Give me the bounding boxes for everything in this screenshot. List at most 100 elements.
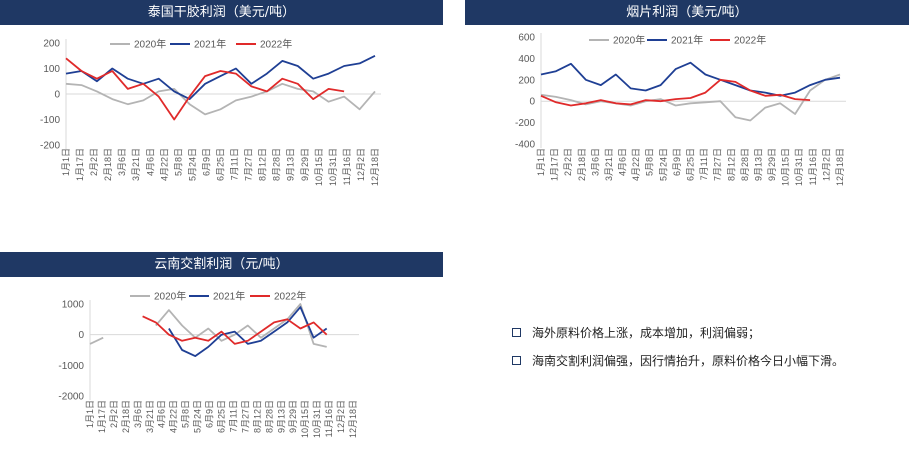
square-bullet-icon bbox=[512, 355, 521, 365]
series-line bbox=[540, 78, 811, 107]
x-tick-label: 11月16日 bbox=[324, 400, 334, 437]
x-tick-label: 4月22日 bbox=[169, 400, 179, 433]
x-tick-label: 1月1日 bbox=[85, 400, 95, 428]
x-tick-label: 10月31日 bbox=[794, 148, 804, 186]
series-line bbox=[142, 315, 328, 345]
legend-label: 2021年 bbox=[213, 290, 245, 303]
x-tick-label: 7月27日 bbox=[240, 400, 250, 433]
x-tick-label: 5月24日 bbox=[193, 400, 203, 433]
y-tick-label: -200 bbox=[515, 118, 535, 129]
y-tick-label: 600 bbox=[518, 33, 535, 44]
legend-label: 2022年 bbox=[260, 38, 292, 51]
x-tick-label: 6月25日 bbox=[217, 400, 227, 433]
square-bullet-icon bbox=[512, 327, 521, 337]
panel-title-thai: 泰国干胶利润（美元/吨） bbox=[0, 0, 443, 25]
legend-label: 2020年 bbox=[134, 38, 166, 51]
x-tick-label: 4月6日 bbox=[618, 148, 628, 176]
y-tick-label: 100 bbox=[43, 64, 60, 75]
panel-title-rss: 烟片利润（美元/吨） bbox=[465, 0, 909, 25]
x-tick-label: 10月15日 bbox=[781, 148, 791, 186]
rss-profit-chart: -400 -200 0 200 400 600 1月1日 1月17日 2月2日 2月18日 3月6日… bbox=[515, 33, 846, 186]
x-tick-label: 3月6日 bbox=[117, 148, 127, 176]
x-tick-label: 11月16日 bbox=[808, 148, 818, 185]
x-tick-label: 10月15日 bbox=[300, 400, 310, 438]
x-tick-label: 3月21日 bbox=[131, 148, 141, 181]
x-tick-label: 3月21日 bbox=[145, 400, 155, 433]
x-tick-label: 8月28日 bbox=[740, 148, 750, 181]
legend-label: 2021年 bbox=[194, 38, 226, 51]
x-tick-label: 4月6日 bbox=[145, 148, 155, 176]
legend-label: 2022年 bbox=[734, 34, 766, 47]
y-tick-label: -400 bbox=[515, 140, 535, 151]
x-tick-label: 2月2日 bbox=[563, 148, 573, 176]
series-line bbox=[89, 303, 327, 348]
x-tick-label: 1月17日 bbox=[97, 400, 107, 433]
x-tick-label: 9月13日 bbox=[753, 148, 763, 181]
series-line bbox=[65, 57, 345, 121]
x-tick-label: 1月1日 bbox=[536, 148, 546, 176]
y-tick-label: 0 bbox=[54, 90, 60, 101]
x-tick-label: 6月9日 bbox=[201, 148, 211, 176]
x-tick-label: 7月27日 bbox=[713, 148, 723, 181]
x-tick-label: 12月2日 bbox=[336, 400, 346, 433]
thai-profit-chart: -200 -100 0 100 200 1月1日 1月17日 2月2日 2月18日 3月6日 3月2… bbox=[40, 38, 381, 186]
note-item: 海南交割利润偏强，因行情抬升，原料价格今日小幅下滑。 bbox=[512, 346, 907, 374]
legend-label: 2022年 bbox=[274, 290, 306, 303]
x-tick-label: 8月28日 bbox=[264, 400, 274, 433]
note-text: 海南交割利润偏强，因行情抬升，原料价格今日小幅下滑。 bbox=[532, 353, 845, 368]
note-text: 海外原料价格上涨，成本增加，利润偏弱； bbox=[532, 325, 761, 340]
x-tick-label: 12月18日 bbox=[370, 148, 380, 186]
x-tick-label: 2月18日 bbox=[121, 400, 131, 433]
x-tick-label: 5月8日 bbox=[173, 148, 183, 176]
y-tick-label: 200 bbox=[518, 75, 535, 86]
panel-title-yunnan: 云南交割利润（元/吨） bbox=[0, 252, 443, 277]
y-tick-label: -2000 bbox=[58, 392, 84, 403]
x-tick-label: 7月11日 bbox=[228, 400, 238, 432]
note-item: 海外原料价格上涨，成本增加，利润偏弱； bbox=[512, 318, 907, 346]
x-tick-label: 4月22日 bbox=[631, 148, 641, 181]
x-tick-label: 4月6日 bbox=[157, 400, 167, 428]
x-tick-label: 12月18日 bbox=[835, 148, 845, 186]
x-tick-label: 2月2日 bbox=[109, 400, 119, 428]
x-tick-label: 6月9日 bbox=[205, 400, 215, 428]
x-tick-label: 11月16日 bbox=[342, 148, 352, 185]
y-tick-label: 1000 bbox=[62, 300, 85, 311]
series-line bbox=[168, 306, 328, 357]
x-tick-label: 12月2日 bbox=[356, 148, 366, 181]
y-tick-label: 0 bbox=[529, 97, 535, 108]
series-line bbox=[65, 82, 376, 116]
series-line bbox=[65, 54, 376, 100]
x-tick-label: 4月22日 bbox=[159, 148, 169, 181]
y-tick-label: -200 bbox=[40, 141, 60, 152]
x-tick-label: 1月17日 bbox=[75, 148, 85, 181]
notes-list: 海外原料价格上涨，成本增加，利润偏弱； 海南交割利润偏强，因行情抬升，原料价格今… bbox=[512, 318, 907, 374]
x-tick-label: 5月24日 bbox=[187, 148, 197, 181]
x-tick-label: 1月1日 bbox=[61, 148, 71, 176]
x-tick-label: 7月11日 bbox=[699, 148, 709, 180]
x-tick-label: 10月31日 bbox=[312, 400, 322, 438]
x-tick-label: 5月8日 bbox=[181, 400, 191, 428]
series-line bbox=[540, 61, 841, 97]
x-tick-label: 8月28日 bbox=[272, 148, 282, 181]
x-tick-label: 6月25日 bbox=[686, 148, 696, 181]
y-tick-label: 200 bbox=[43, 39, 60, 50]
x-tick-label: 8月12日 bbox=[726, 148, 736, 181]
x-tick-label: 9月29日 bbox=[300, 148, 310, 181]
x-tick-label: 12月18日 bbox=[348, 400, 358, 438]
x-tick-label: 3月6日 bbox=[133, 400, 143, 428]
x-tick-label: 12月2日 bbox=[821, 148, 831, 181]
x-tick-label: 3月21日 bbox=[604, 148, 614, 181]
legend-label: 2021年 bbox=[671, 34, 703, 47]
y-tick-label: 0 bbox=[78, 330, 84, 341]
yunnan-profit-chart: -2000 -1000 0 1000 1月1日 1月17日 2月2日 2月18日 3月6日 3月2… bbox=[58, 290, 359, 438]
legend-label: 2020年 bbox=[154, 290, 186, 303]
x-tick-label: 10月15日 bbox=[314, 148, 324, 186]
x-tick-label: 2月18日 bbox=[103, 148, 113, 181]
y-tick-label: 400 bbox=[518, 54, 535, 65]
x-tick-label: 6月9日 bbox=[672, 148, 682, 176]
x-tick-label: 10月31日 bbox=[328, 148, 338, 186]
x-tick-label: 2月2日 bbox=[89, 148, 99, 176]
x-tick-label: 6月25日 bbox=[216, 148, 226, 181]
y-tick-label: -100 bbox=[40, 115, 60, 126]
x-tick-label: 7月11日 bbox=[230, 148, 240, 180]
